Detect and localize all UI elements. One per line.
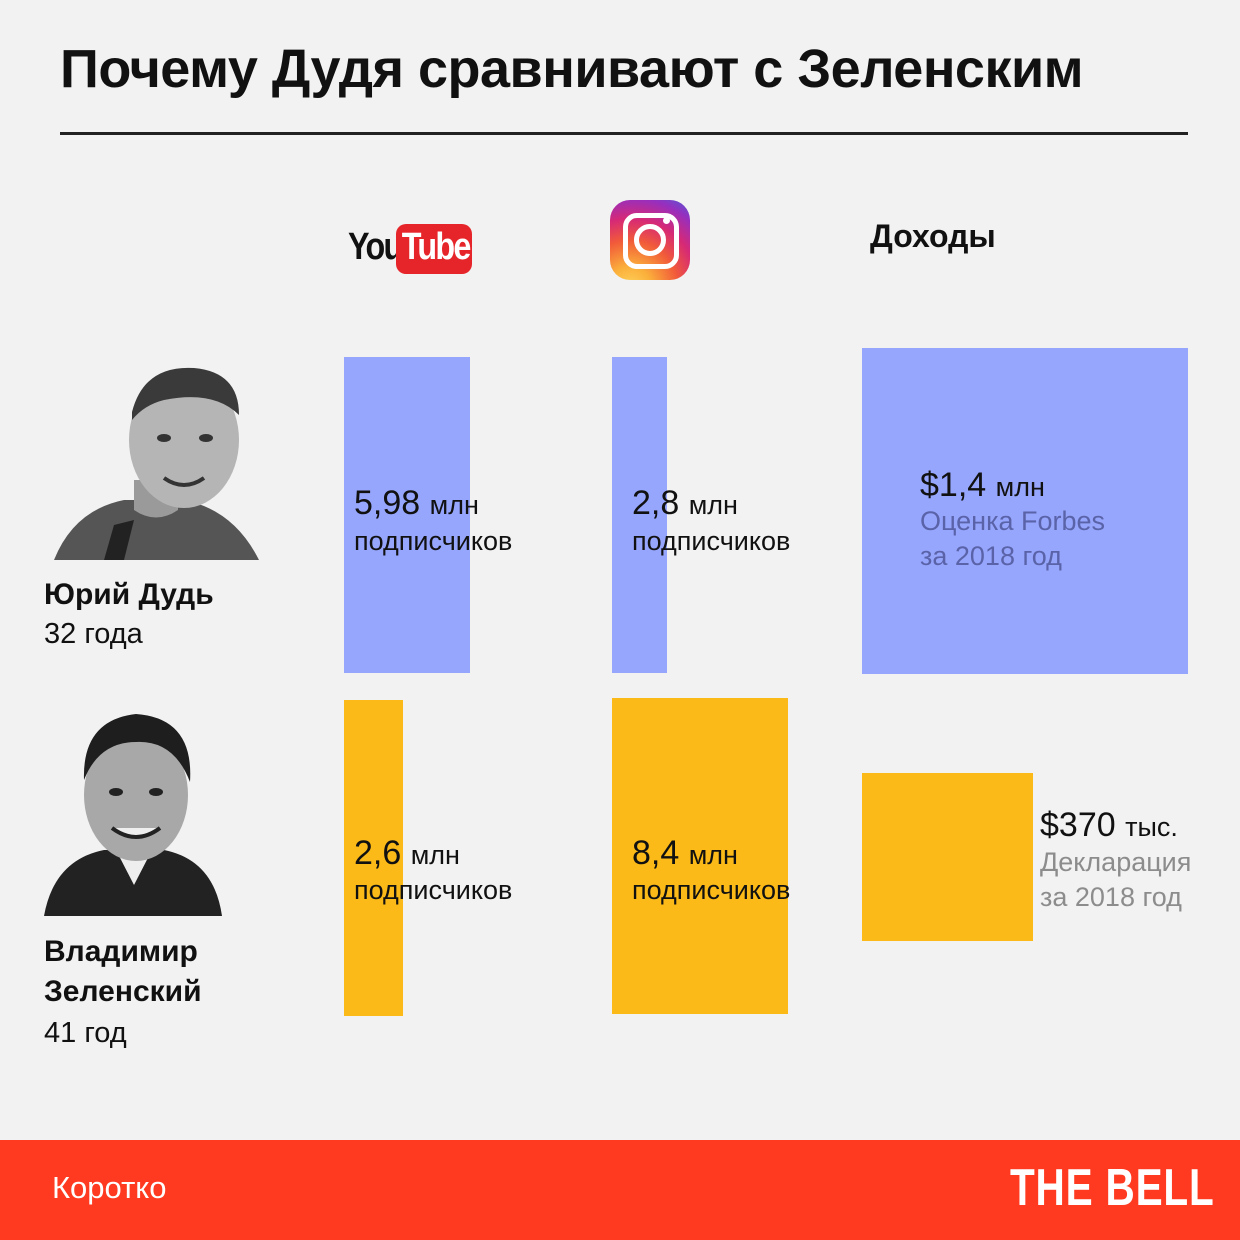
zelensky-income-unit: тыс. <box>1125 812 1178 842</box>
dud-youtube-caption: подписчиков <box>354 526 513 556</box>
zelensky-income-number: $370 <box>1040 806 1116 844</box>
dud-name-line: Юрий Дудь <box>44 578 214 611</box>
zelensky-youtube-value: 2,6 млн <box>354 834 460 874</box>
zelensky-photo <box>44 700 222 916</box>
bar-zelensky-instagram <box>612 698 789 1014</box>
dud-age: 32 года <box>44 618 143 650</box>
dud-income-unit: млн <box>995 472 1045 502</box>
zelensky-income-value: $370 тыс. <box>1040 806 1178 846</box>
zelensky-instagram-unit: млн <box>688 840 738 870</box>
page-title: Почему Дудя сравнивают с Зеленским <box>60 39 1084 99</box>
dud-youtube-unit: млн <box>429 490 479 520</box>
zelensky-youtube-caption: подписчиков <box>354 875 513 905</box>
youtube-logo-you: You <box>348 226 403 268</box>
zelensky-youtube-unit: млн <box>410 840 460 870</box>
footer-bar: Коротко THE BELL <box>0 1140 1240 1240</box>
dud-income-value: $1,4 млн <box>920 466 1045 506</box>
zelensky-income-note-1: Декларация <box>1040 847 1192 877</box>
dud-instagram-unit: млн <box>688 490 738 520</box>
bar-zelensky-income <box>862 773 1033 941</box>
dud-income-number: $1,4 <box>920 466 987 504</box>
dud-income-note-2: за 2018 год <box>920 541 1062 571</box>
zelensky-instagram-number: 8,4 <box>632 834 680 872</box>
bar-dud-instagram <box>612 357 667 673</box>
dud-income-note-1: Оценка Forbes <box>920 506 1106 536</box>
youtube-logo-tube-box: Tube <box>396 224 472 274</box>
zelensky-instagram-value: 8,4 млн <box>632 834 738 874</box>
zelensky-name-line-1: Владимир <box>44 935 198 968</box>
zelensky-name-line-2: Зеленский <box>44 975 202 1008</box>
instagram-icon <box>610 200 690 280</box>
bar-dud-youtube <box>344 357 470 673</box>
title-divider <box>60 132 1188 135</box>
bar-zelensky-youtube <box>344 700 403 1016</box>
youtube-logo-tube: Tube <box>401 226 472 268</box>
zelensky-youtube-number: 2,6 <box>354 834 402 872</box>
dud-instagram-caption: подписчиков <box>632 526 791 556</box>
income-column-header: Доходы <box>870 218 996 254</box>
bar-dud-income <box>862 348 1188 674</box>
zelensky-income-note-2: за 2018 год <box>1040 882 1182 912</box>
brand-logo: THE BELL <box>1010 1159 1215 1217</box>
dud-youtube-number: 5,98 <box>354 484 421 522</box>
dud-instagram-value: 2,8 млн <box>632 484 738 524</box>
dud-name: Юрий Дудь <box>44 575 214 615</box>
zelensky-instagram-caption: подписчиков <box>632 875 791 905</box>
dud-youtube-value: 5,98 млн <box>354 484 479 524</box>
dud-instagram-number: 2,8 <box>632 484 680 522</box>
footer-label: Коротко <box>52 1170 167 1205</box>
dud-photo <box>44 360 262 560</box>
zelensky-name: Владимир Зеленский <box>44 932 202 1012</box>
zelensky-age: 41 год <box>44 1017 127 1049</box>
